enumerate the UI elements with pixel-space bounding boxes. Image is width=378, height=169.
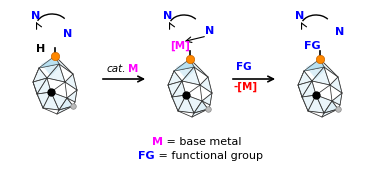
Polygon shape bbox=[190, 59, 208, 77]
Text: = base metal: = base metal bbox=[163, 137, 242, 147]
Polygon shape bbox=[308, 95, 324, 113]
Polygon shape bbox=[33, 78, 47, 94]
Polygon shape bbox=[33, 68, 47, 82]
Text: N: N bbox=[64, 29, 73, 39]
Polygon shape bbox=[172, 95, 186, 111]
Polygon shape bbox=[304, 59, 324, 71]
Polygon shape bbox=[47, 64, 65, 82]
Polygon shape bbox=[322, 109, 338, 117]
Text: FG: FG bbox=[304, 41, 320, 51]
Polygon shape bbox=[176, 59, 194, 79]
Polygon shape bbox=[37, 78, 51, 94]
Text: FG: FG bbox=[138, 151, 155, 161]
Polygon shape bbox=[55, 56, 73, 74]
Polygon shape bbox=[39, 56, 59, 68]
Polygon shape bbox=[168, 81, 182, 97]
Polygon shape bbox=[186, 95, 202, 113]
Polygon shape bbox=[324, 101, 338, 113]
Polygon shape bbox=[51, 92, 67, 110]
Polygon shape bbox=[174, 59, 194, 71]
Polygon shape bbox=[298, 85, 308, 111]
Polygon shape bbox=[43, 92, 59, 110]
Polygon shape bbox=[59, 98, 73, 110]
Text: H: H bbox=[36, 44, 46, 54]
Text: N: N bbox=[31, 11, 40, 21]
Polygon shape bbox=[302, 95, 316, 111]
Text: [M]: [M] bbox=[170, 41, 190, 51]
Polygon shape bbox=[316, 95, 332, 113]
Polygon shape bbox=[33, 82, 43, 108]
Text: = functional group: = functional group bbox=[155, 151, 263, 161]
Text: N: N bbox=[295, 11, 305, 21]
Polygon shape bbox=[324, 101, 338, 113]
Polygon shape bbox=[168, 71, 182, 85]
Polygon shape bbox=[178, 95, 194, 113]
Text: N: N bbox=[163, 11, 173, 21]
Polygon shape bbox=[192, 109, 208, 117]
Polygon shape bbox=[67, 90, 77, 102]
Polygon shape bbox=[298, 71, 312, 85]
Polygon shape bbox=[332, 93, 342, 105]
Polygon shape bbox=[194, 101, 208, 113]
Text: M: M bbox=[128, 64, 138, 74]
Polygon shape bbox=[65, 74, 77, 90]
Polygon shape bbox=[304, 59, 324, 71]
Polygon shape bbox=[320, 59, 338, 77]
Text: -[M]: -[M] bbox=[233, 82, 257, 92]
Polygon shape bbox=[59, 98, 73, 110]
Text: N: N bbox=[335, 27, 345, 37]
Polygon shape bbox=[302, 81, 316, 97]
Polygon shape bbox=[174, 59, 194, 71]
Polygon shape bbox=[312, 67, 330, 85]
Polygon shape bbox=[202, 93, 212, 105]
Polygon shape bbox=[306, 59, 324, 79]
Polygon shape bbox=[330, 77, 342, 93]
Polygon shape bbox=[172, 81, 186, 97]
Polygon shape bbox=[39, 56, 59, 68]
Text: FG: FG bbox=[236, 62, 252, 72]
Polygon shape bbox=[298, 81, 312, 97]
Text: N: N bbox=[205, 26, 215, 36]
Polygon shape bbox=[182, 67, 200, 85]
Text: cat.: cat. bbox=[107, 64, 127, 74]
Polygon shape bbox=[200, 77, 212, 93]
Polygon shape bbox=[57, 106, 73, 114]
Polygon shape bbox=[41, 56, 59, 76]
Polygon shape bbox=[37, 92, 51, 108]
Polygon shape bbox=[168, 85, 178, 111]
Polygon shape bbox=[194, 101, 208, 113]
Text: M: M bbox=[152, 137, 163, 147]
